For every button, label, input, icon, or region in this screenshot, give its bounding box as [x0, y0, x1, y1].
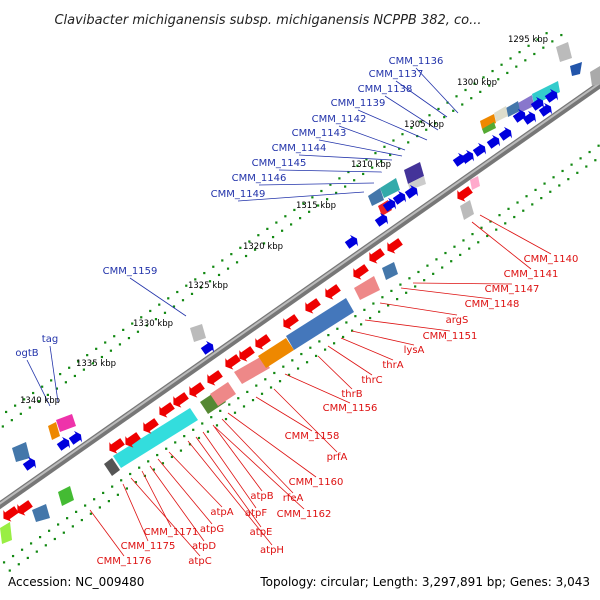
gene-label: thrB [341, 389, 362, 400]
gene-label: ogtB [15, 348, 38, 359]
gene-label: CMM_1156 [323, 403, 378, 414]
gene-label: CMM_1175 [121, 541, 176, 552]
gene-label: CMM_1143 [292, 128, 347, 139]
gene-label: atpE [250, 527, 273, 538]
gene-label: atpD [192, 541, 216, 552]
gene-label: CMM_1149 [211, 189, 266, 200]
forward-gene-arrows [22, 88, 558, 471]
gene-label: CMM_1176 [97, 556, 152, 567]
gene-label: prfA [327, 452, 348, 463]
gene-label: tag [42, 334, 58, 345]
gene-label: CMM_1151 [423, 331, 478, 342]
gene-label: CMM_1140 [524, 254, 579, 265]
reverse-gene-arrows [3, 186, 473, 522]
kbp-tick-label: 1300 kbp [457, 78, 497, 88]
gene-label: CMM_1137 [369, 69, 424, 80]
gene-label: atpH [260, 545, 284, 556]
forward-gene-labels: CMM_1136 CMM_1137 CMM_1138 CMM_1139 CMM_1142… [15, 56, 443, 359]
gene-label: atpC [188, 556, 211, 567]
gene-label: atpA [210, 507, 233, 518]
gene-label: CMM_1142 [312, 114, 367, 125]
gene-label: CMM_1138 [358, 84, 413, 95]
gene-label: CMM_1139 [331, 98, 386, 109]
gene-label: CMM_1159 [103, 266, 158, 277]
kbp-tick-label: 1295 kbp [508, 35, 548, 45]
reverse-gene-labels: CMM_1140 CMM_1141 CMM_1147 CMM_1148 argS CMM_… [97, 254, 579, 567]
gene-label: rfeA [283, 493, 304, 504]
gene-features [0, 42, 600, 544]
label-leader-lines [26, 67, 552, 557]
kbp-tick-label: 1315 kbp [296, 201, 336, 211]
gene-label: CMM_1136 [389, 56, 444, 67]
gene-label: argS [446, 315, 469, 326]
gene-label: atpG [200, 524, 224, 535]
gene-label: atpF [245, 508, 267, 519]
kbp-tick-label: 1305 kbp [404, 120, 444, 130]
kbp-tick-label: 1325 kbp [188, 281, 228, 291]
gene-label: CMM_1147 [485, 284, 540, 295]
genome-backbone [0, 80, 600, 510]
gene-label: CMM_1158 [285, 431, 340, 442]
gene-label: CMM_1144 [272, 143, 327, 154]
gene-label: CMM_1171 [144, 527, 199, 538]
kbp-tick-label: 1320 kbp [243, 242, 283, 252]
gene-label: CMM_1145 [252, 158, 307, 169]
kbp-tick-label: 1330 kbp [133, 319, 173, 329]
gene-label: CMM_1146 [232, 173, 287, 184]
forward-strand-genes [12, 42, 600, 462]
tick-dot-rings [1, 32, 600, 572]
kbp-tick-label: 1310 kbp [351, 160, 391, 170]
accession-text: Accession: NC_009480 [8, 575, 144, 589]
gene-label: lysA [404, 345, 425, 356]
gene-label: CMM_1141 [504, 269, 559, 280]
gene-label: thrC [361, 375, 382, 386]
kbp-tick-label: 1335 kbp [76, 359, 116, 369]
gene-label: CMM_1162 [277, 509, 332, 520]
map-title: Clavibacter michiganensis subsp. michiga… [54, 13, 481, 28]
reverse-strand-genes [0, 176, 480, 544]
topology-summary: Topology: circular; Length: 3,297,891 bp… [259, 575, 590, 589]
kbp-tick-labels: 1295 kbp 1300 kbp 1305 kbp 1310 kbp 1315 kbp… [20, 35, 548, 406]
gene-label: thrA [382, 360, 403, 371]
gene-label: CMM_1148 [465, 299, 520, 310]
kbp-tick-label: 1340 kbp [20, 396, 60, 406]
gene-label: CMM_1160 [289, 477, 344, 488]
gene-label: atpB [250, 491, 273, 502]
